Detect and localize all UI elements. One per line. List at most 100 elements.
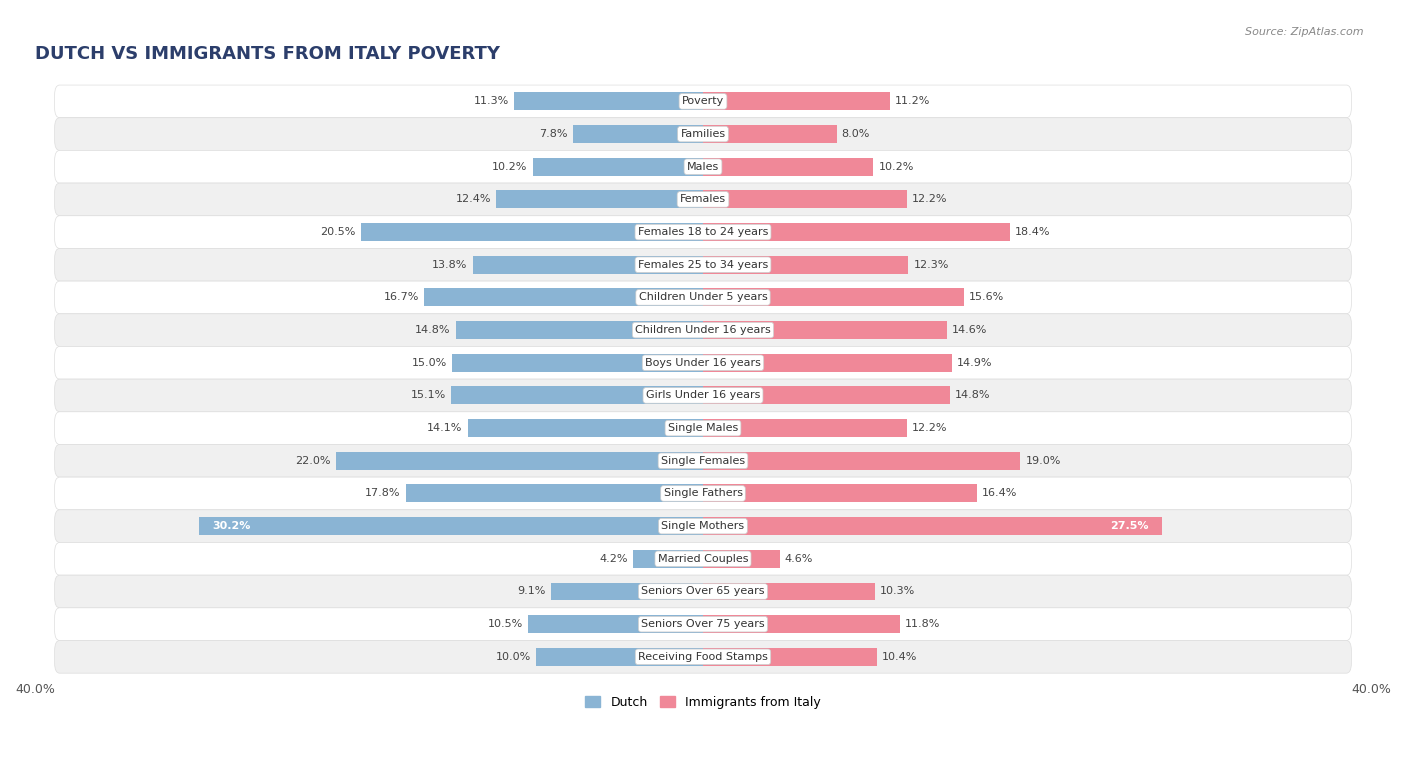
FancyBboxPatch shape	[55, 281, 1351, 314]
Text: 4.6%: 4.6%	[785, 554, 813, 564]
Text: 12.4%: 12.4%	[456, 194, 491, 205]
Text: Females 18 to 24 years: Females 18 to 24 years	[638, 227, 768, 237]
FancyBboxPatch shape	[55, 379, 1351, 412]
Text: Girls Under 16 years: Girls Under 16 years	[645, 390, 761, 400]
Bar	[551, 582, 703, 600]
Text: Children Under 5 years: Children Under 5 years	[638, 293, 768, 302]
Text: Seniors Over 75 years: Seniors Over 75 years	[641, 619, 765, 629]
Text: 20.5%: 20.5%	[321, 227, 356, 237]
Bar	[468, 419, 703, 437]
Bar	[703, 354, 952, 371]
FancyBboxPatch shape	[55, 314, 1351, 346]
FancyBboxPatch shape	[55, 412, 1351, 444]
FancyBboxPatch shape	[55, 575, 1351, 608]
Bar	[425, 289, 703, 306]
Bar	[536, 648, 703, 666]
Bar	[472, 255, 703, 274]
Bar	[451, 387, 703, 405]
Text: 14.6%: 14.6%	[952, 325, 987, 335]
Text: 10.4%: 10.4%	[882, 652, 917, 662]
Bar	[703, 289, 963, 306]
Bar	[572, 125, 703, 143]
Bar	[703, 92, 890, 111]
Text: 19.0%: 19.0%	[1025, 456, 1060, 466]
Text: 11.2%: 11.2%	[896, 96, 931, 106]
Text: 4.2%: 4.2%	[599, 554, 628, 564]
Bar	[453, 354, 703, 371]
FancyBboxPatch shape	[55, 641, 1351, 673]
Text: 14.9%: 14.9%	[957, 358, 993, 368]
FancyBboxPatch shape	[55, 510, 1351, 543]
Bar	[456, 321, 703, 339]
FancyBboxPatch shape	[55, 477, 1351, 510]
Bar	[360, 223, 703, 241]
Text: 27.5%: 27.5%	[1111, 522, 1149, 531]
Text: Males: Males	[688, 161, 718, 172]
FancyBboxPatch shape	[55, 183, 1351, 216]
Bar	[633, 550, 703, 568]
Bar	[703, 223, 1011, 241]
FancyBboxPatch shape	[55, 444, 1351, 477]
FancyBboxPatch shape	[55, 346, 1351, 379]
Bar	[703, 452, 1021, 470]
Text: 15.0%: 15.0%	[412, 358, 447, 368]
Bar	[703, 550, 780, 568]
Text: 15.6%: 15.6%	[969, 293, 1004, 302]
Text: 22.0%: 22.0%	[295, 456, 330, 466]
Text: 12.3%: 12.3%	[914, 260, 949, 270]
Text: 9.1%: 9.1%	[517, 587, 546, 597]
Bar	[703, 615, 900, 633]
FancyBboxPatch shape	[55, 216, 1351, 249]
Bar	[703, 190, 907, 208]
Text: 14.1%: 14.1%	[427, 423, 463, 433]
Bar	[703, 517, 1163, 535]
Text: 16.7%: 16.7%	[384, 293, 419, 302]
Bar	[703, 484, 977, 503]
Bar	[703, 125, 837, 143]
Text: 10.0%: 10.0%	[496, 652, 531, 662]
Bar	[406, 484, 703, 503]
Text: 18.4%: 18.4%	[1015, 227, 1050, 237]
Text: Single Males: Single Males	[668, 423, 738, 433]
Text: Single Females: Single Females	[661, 456, 745, 466]
Text: 12.2%: 12.2%	[911, 423, 948, 433]
Text: 14.8%: 14.8%	[955, 390, 991, 400]
FancyBboxPatch shape	[55, 249, 1351, 281]
FancyBboxPatch shape	[55, 117, 1351, 150]
Text: 15.1%: 15.1%	[411, 390, 446, 400]
Text: Children Under 16 years: Children Under 16 years	[636, 325, 770, 335]
Bar	[703, 582, 875, 600]
Text: 11.8%: 11.8%	[905, 619, 941, 629]
FancyBboxPatch shape	[55, 85, 1351, 117]
Bar	[198, 517, 703, 535]
Text: 10.5%: 10.5%	[488, 619, 523, 629]
Text: Receiving Food Stamps: Receiving Food Stamps	[638, 652, 768, 662]
Text: 7.8%: 7.8%	[540, 129, 568, 139]
Bar	[703, 419, 907, 437]
Text: Boys Under 16 years: Boys Under 16 years	[645, 358, 761, 368]
FancyBboxPatch shape	[55, 150, 1351, 183]
Text: Source: ZipAtlas.com: Source: ZipAtlas.com	[1246, 27, 1364, 36]
Text: DUTCH VS IMMIGRANTS FROM ITALY POVERTY: DUTCH VS IMMIGRANTS FROM ITALY POVERTY	[35, 45, 501, 64]
Bar	[703, 255, 908, 274]
Text: 11.3%: 11.3%	[474, 96, 509, 106]
FancyBboxPatch shape	[55, 608, 1351, 641]
Text: 10.2%: 10.2%	[879, 161, 914, 172]
Bar	[703, 158, 873, 176]
Text: 13.8%: 13.8%	[432, 260, 468, 270]
Text: Married Couples: Married Couples	[658, 554, 748, 564]
Legend: Dutch, Immigrants from Italy: Dutch, Immigrants from Italy	[581, 691, 825, 714]
Text: 10.3%: 10.3%	[880, 587, 915, 597]
Text: 14.8%: 14.8%	[415, 325, 451, 335]
Bar	[703, 648, 877, 666]
Text: 12.2%: 12.2%	[911, 194, 948, 205]
Bar	[703, 387, 950, 405]
Text: 8.0%: 8.0%	[842, 129, 870, 139]
Bar	[533, 158, 703, 176]
Bar	[527, 615, 703, 633]
Text: Poverty: Poverty	[682, 96, 724, 106]
Bar	[703, 321, 946, 339]
Bar	[515, 92, 703, 111]
FancyBboxPatch shape	[55, 543, 1351, 575]
Bar	[496, 190, 703, 208]
